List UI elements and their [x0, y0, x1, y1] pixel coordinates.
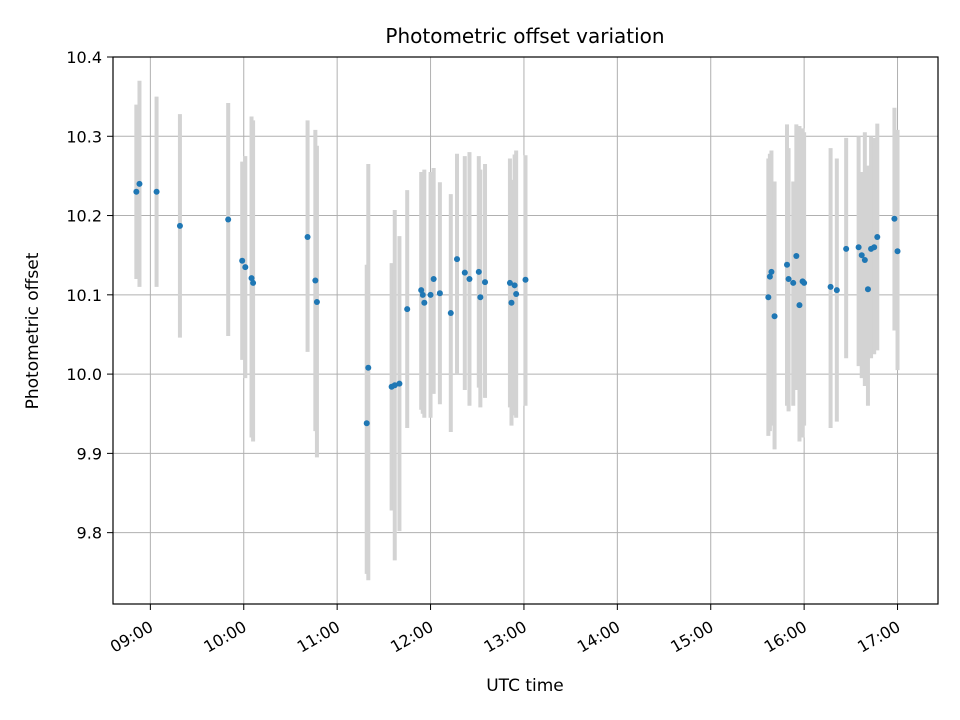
data-point	[304, 233, 311, 240]
data-point	[454, 256, 461, 263]
data-point	[250, 279, 257, 286]
data-point	[133, 188, 140, 195]
data-point	[242, 264, 249, 271]
data-point	[833, 287, 840, 294]
data-point	[419, 291, 426, 298]
data-point	[796, 302, 803, 309]
data-point	[827, 283, 834, 290]
data-point	[136, 180, 143, 187]
data-point	[801, 279, 808, 286]
data-point	[312, 277, 319, 284]
data-point	[391, 382, 398, 389]
data-point	[427, 291, 434, 298]
data-point	[768, 268, 775, 275]
data-point	[482, 279, 489, 286]
data-point	[513, 291, 520, 298]
x-axis-title: UTC time	[486, 676, 564, 696]
data-point	[363, 420, 370, 427]
data-point	[766, 273, 773, 280]
data-point	[793, 252, 800, 259]
data-point	[784, 261, 791, 268]
chart-title: Photometric offset variation	[385, 24, 664, 48]
data-point	[365, 364, 372, 371]
data-point	[785, 275, 792, 282]
data-point	[466, 275, 473, 282]
data-point	[396, 380, 403, 387]
data-point	[461, 269, 468, 276]
data-point	[874, 233, 881, 240]
data-point	[858, 252, 865, 259]
data-point	[225, 216, 232, 223]
data-point	[843, 245, 850, 252]
data-point	[447, 310, 454, 317]
data-point	[248, 275, 255, 282]
data-point	[404, 306, 411, 313]
y-axis: 9.8 9.9 10.0 10.1 10.2 10.3 10.4	[66, 48, 113, 543]
data-point	[871, 244, 878, 251]
data-point	[477, 294, 484, 301]
y-tick-label: 10.3	[66, 127, 102, 146]
data-point	[864, 286, 871, 293]
data-point	[418, 287, 425, 294]
data-point	[790, 279, 797, 286]
y-tick-label: 10.1	[66, 286, 102, 305]
data-point	[894, 248, 901, 255]
y-tick-label: 9.9	[77, 444, 102, 463]
data-point	[436, 290, 443, 297]
y-tick-label: 10.0	[66, 365, 102, 384]
data-points	[133, 180, 901, 427]
data-point	[153, 188, 160, 195]
data-point	[430, 275, 437, 282]
data-point	[522, 276, 529, 283]
data-point	[855, 244, 862, 251]
y-tick-label: 9.8	[77, 524, 102, 543]
y-axis-title: Photometric offset	[23, 252, 43, 409]
data-point	[421, 299, 428, 306]
data-point	[771, 313, 778, 320]
data-point	[176, 222, 183, 229]
data-point	[765, 294, 772, 301]
data-point	[239, 257, 246, 264]
data-point	[508, 299, 515, 306]
data-point	[861, 256, 868, 263]
data-point	[511, 282, 518, 289]
data-point	[506, 279, 513, 286]
data-point	[891, 215, 898, 222]
data-point	[475, 268, 482, 275]
plot-frame	[112, 56, 939, 605]
y-tick-label: 10.2	[66, 207, 102, 226]
data-point	[313, 298, 320, 305]
y-tick-label: 10.4	[66, 48, 102, 67]
